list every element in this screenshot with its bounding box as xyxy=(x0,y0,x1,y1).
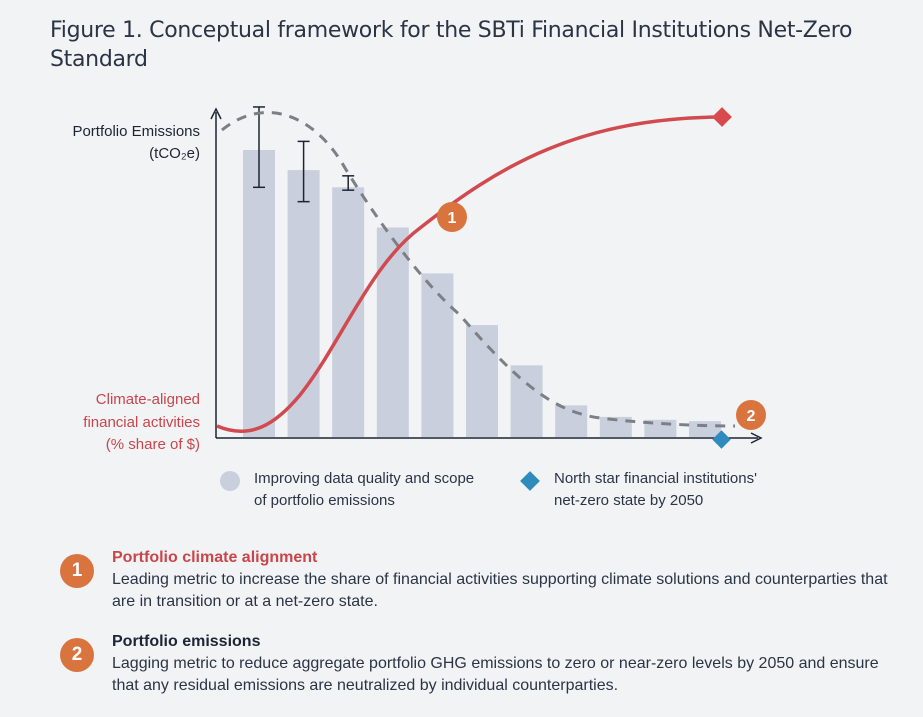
emission-bar-1 xyxy=(243,150,275,437)
error-bars xyxy=(253,106,355,203)
error-bar-3 xyxy=(342,175,355,191)
emission-bar-5 xyxy=(421,273,454,437)
legend-bar-swatch xyxy=(220,471,240,491)
emission-bar-7 xyxy=(510,365,543,438)
alignment-end-diamond xyxy=(712,107,732,127)
error-bar-2 xyxy=(297,140,310,203)
note-2-title: Portfolio emissions xyxy=(112,633,261,650)
x-axis-arrow xyxy=(750,432,763,444)
y-axis-bottom-label-line3: (% share of $) xyxy=(106,436,200,453)
alignment-s-curve xyxy=(216,115,723,434)
legend-diamond-text: North star financial institutions' net-z… xyxy=(554,468,757,512)
figure-title: Figure 1. Conceptual framework for the S… xyxy=(50,18,853,72)
net-zero-diamond xyxy=(712,430,731,449)
legend-bars-line2: of portfolio emissions xyxy=(254,492,395,509)
emission-bar-11 xyxy=(689,421,721,437)
emission-bar-8 xyxy=(555,405,588,437)
note-2-badge: 2 xyxy=(60,638,94,672)
emission-bar-4 xyxy=(376,227,409,437)
emission-bar-6 xyxy=(466,325,498,437)
emission-bar-3 xyxy=(332,187,365,437)
marker-1: 1 xyxy=(437,202,467,232)
y-axis-arrow xyxy=(210,107,222,120)
error-bar-1 xyxy=(253,106,265,189)
emission-bars xyxy=(243,150,721,438)
emission-bar-9 xyxy=(599,416,632,437)
note-1-title: Portfolio climate alignment xyxy=(112,549,318,566)
legend-diamond-line1: North star financial institutions' xyxy=(554,470,757,487)
y-axis-top-label-line1: Portfolio Emissions xyxy=(72,123,200,140)
y-axis-bottom-label-line2: financial activities xyxy=(83,414,200,431)
emission-bar-2 xyxy=(287,170,320,437)
marker-2: 2 xyxy=(736,400,766,430)
marker-1-label: 1 xyxy=(448,210,457,227)
legend-bars-text: Improving data quality and scope of port… xyxy=(254,468,474,512)
marker-2-label: 2 xyxy=(747,408,756,425)
note-1-body: Leading metric to increase the share of … xyxy=(112,571,888,610)
emissions-trend-dashed-curve xyxy=(221,111,736,428)
note-2-body: Lagging metric to reduce aggregate portf… xyxy=(112,655,879,694)
note-1-badge: 1 xyxy=(60,554,94,588)
y-axis-bottom-label-line1: Climate-aligned xyxy=(96,391,200,408)
legend-diamond-line2: net-zero state by 2050 xyxy=(554,492,704,509)
y-axis-top-label-line2: (tCO₂e) xyxy=(149,145,200,162)
legend-bars-line1: Improving data quality and scope xyxy=(254,470,475,487)
